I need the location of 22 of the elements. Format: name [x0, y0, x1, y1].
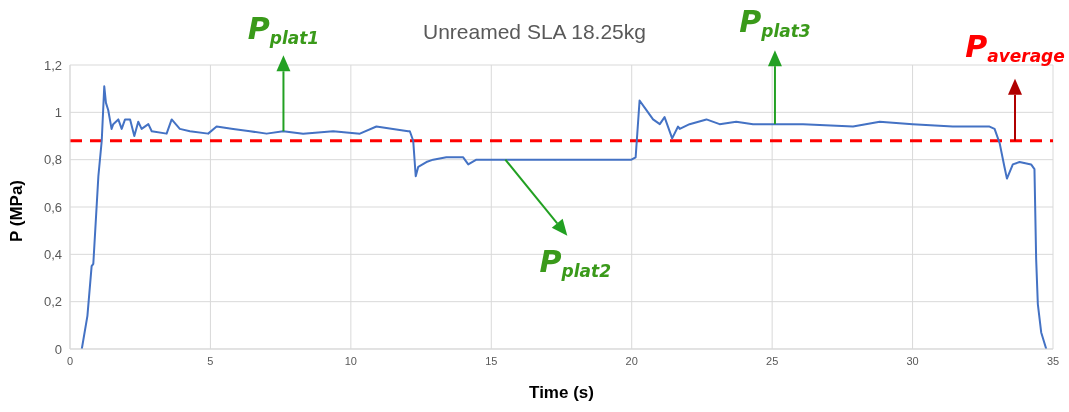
y-axis-title: P (MPa)	[7, 179, 27, 242]
annotation: P$_{plat1}$	[247, 11, 320, 49]
x-tick-label: 35	[1046, 354, 1060, 367]
x-tick-label: 20	[625, 354, 638, 367]
x-tick-label: 15	[485, 354, 498, 367]
y-tick-label: 1	[54, 104, 62, 120]
y-tick-label: 0,4	[43, 246, 62, 262]
chart-title: Unreamed SLA 18.25kg	[423, 20, 646, 43]
x-tick-label: 10	[344, 354, 357, 367]
annotation: P$_{plat2}$	[539, 243, 612, 281]
ref-line-label: P$_{average}$	[965, 28, 1065, 66]
annotation: P$_{plat3}$	[739, 4, 811, 42]
x-tick-label: 30	[906, 354, 919, 367]
y-tick-label: 0	[54, 341, 62, 357]
y-tick-label: 1,2	[43, 57, 62, 73]
y-tick-label: 0,8	[43, 152, 62, 168]
x-tick-label: 5	[207, 354, 214, 367]
y-tick-label: 0,2	[43, 294, 62, 310]
x-axis-title: Time (s)	[529, 383, 594, 402]
x-tick-label: 25	[766, 354, 779, 367]
x-tick-label: 0	[66, 354, 74, 367]
y-tick-label: 0,6	[43, 199, 62, 215]
